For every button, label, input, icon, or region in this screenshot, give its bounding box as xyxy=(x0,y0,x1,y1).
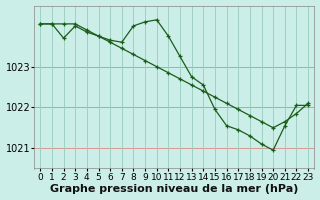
X-axis label: Graphe pression niveau de la mer (hPa): Graphe pression niveau de la mer (hPa) xyxy=(50,184,298,194)
